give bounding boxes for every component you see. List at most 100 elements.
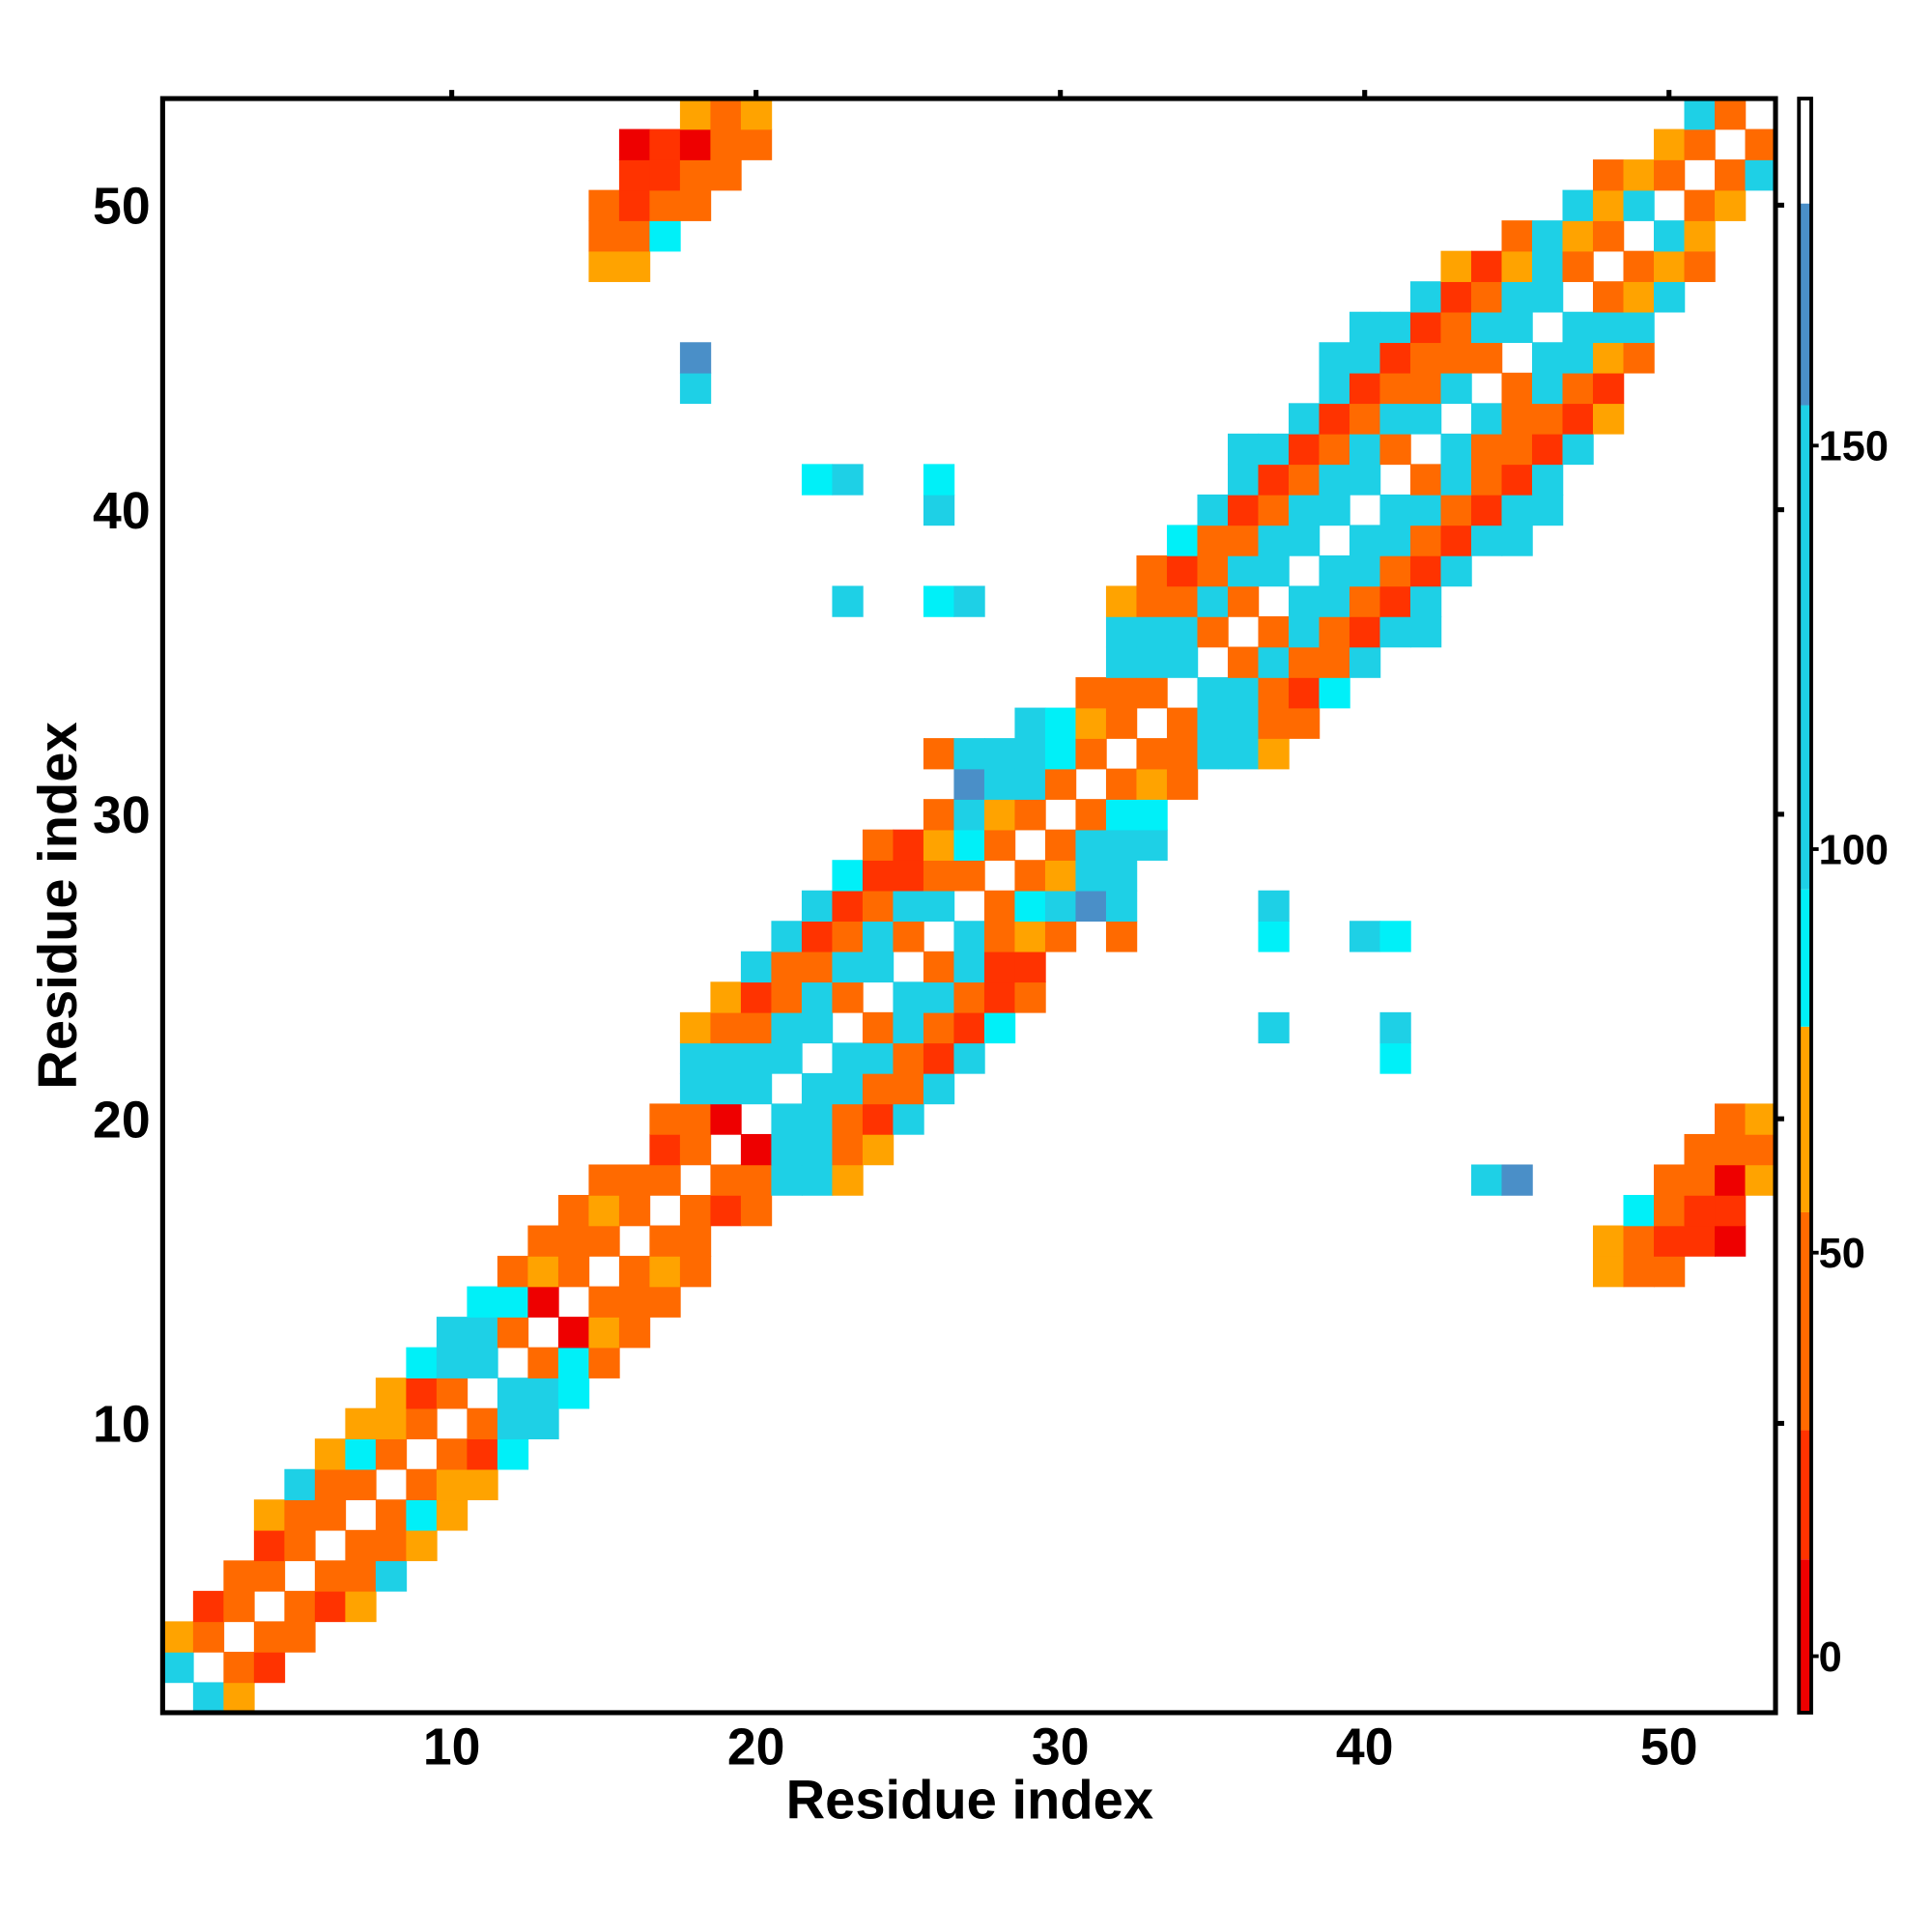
cell: [1258, 1011, 1290, 1044]
cell: [1409, 372, 1442, 405]
cell: [467, 1468, 498, 1501]
cell: [1075, 860, 1107, 892]
cell: [1288, 494, 1321, 526]
cell: [832, 585, 864, 617]
cell: [740, 951, 773, 983]
cell: [893, 1011, 924, 1044]
cell: [1227, 433, 1260, 466]
cell: [618, 128, 651, 160]
cell: [1379, 372, 1411, 405]
cell: [923, 981, 955, 1013]
cell: [649, 1103, 681, 1135]
cell: [1592, 281, 1625, 313]
colorbar-segment: [1799, 1430, 1811, 1560]
cell: [1653, 1225, 1686, 1257]
cell: [1684, 1225, 1716, 1257]
cell: [1075, 829, 1107, 861]
cell: [953, 921, 985, 952]
cell: [1653, 128, 1686, 160]
cell: [1136, 799, 1168, 831]
y-tick-label: 10: [93, 1397, 151, 1454]
cell: [1440, 464, 1472, 496]
cell: [771, 981, 803, 1013]
colorbar-tick-label: 150: [1819, 424, 1889, 470]
cell: [679, 189, 712, 221]
cell: [801, 981, 834, 1013]
cell: [1197, 554, 1229, 587]
cell: [1227, 646, 1260, 678]
cell: [1715, 99, 1747, 130]
cell: [953, 585, 985, 617]
cell: [1531, 281, 1564, 313]
cell: [1715, 1133, 1747, 1166]
cell: [1349, 403, 1381, 435]
cell: [588, 1286, 620, 1318]
cell: [1592, 1225, 1625, 1257]
cell: [862, 1103, 895, 1135]
cell: [1470, 525, 1503, 556]
cell: [557, 1225, 590, 1257]
cell: [1288, 525, 1321, 556]
cell: [1440, 311, 1472, 344]
cell: [983, 890, 1016, 923]
cell: [801, 890, 834, 923]
cell: [1501, 464, 1533, 496]
cell: [1501, 1164, 1533, 1196]
cell: [740, 1164, 773, 1196]
cell: [1745, 1103, 1776, 1135]
cell: [618, 250, 651, 282]
cell: [406, 1499, 438, 1531]
cell: [953, 1042, 985, 1074]
cell: [832, 860, 864, 892]
cell: [557, 1378, 590, 1409]
cell: [1044, 738, 1077, 770]
cell: [1745, 1164, 1776, 1196]
cell: [953, 738, 985, 770]
cell: [740, 99, 773, 130]
y-tick-label: 50: [93, 179, 151, 236]
cell: [1379, 311, 1411, 344]
cell: [801, 1164, 834, 1196]
cell: [375, 1529, 408, 1562]
cell: [588, 1195, 620, 1227]
cell: [1166, 525, 1199, 556]
cell: [588, 189, 620, 221]
cell: [1349, 311, 1381, 344]
cell: [1166, 738, 1199, 770]
cell: [1531, 342, 1564, 374]
cell: [1470, 1164, 1503, 1196]
cell: [1258, 494, 1290, 526]
cell: [557, 1195, 590, 1227]
cell: [1258, 554, 1290, 587]
cell: [1623, 311, 1655, 344]
cell: [893, 921, 924, 952]
cell: [1136, 585, 1168, 617]
cell: [1531, 494, 1564, 526]
cell: [162, 1651, 194, 1684]
cell: [1470, 250, 1503, 282]
cell: [1136, 768, 1168, 800]
cell: [1562, 220, 1594, 252]
cell: [1349, 342, 1381, 374]
cell: [618, 1286, 651, 1318]
cell: [740, 1042, 773, 1074]
cell: [1319, 494, 1350, 526]
cell: [1745, 159, 1776, 191]
cell: [1319, 677, 1350, 709]
cell: [893, 860, 924, 892]
colorbar-segment: [1799, 1211, 1811, 1431]
cell: [1440, 342, 1472, 374]
cell: [1014, 707, 1046, 739]
cell: [862, 860, 895, 892]
cell: [1227, 738, 1260, 770]
cell: [649, 1286, 681, 1318]
cell: [832, 1164, 864, 1196]
cell: [679, 159, 712, 191]
cell: [1288, 433, 1321, 466]
cell: [1379, 403, 1411, 435]
cell: [1440, 372, 1472, 405]
cell: [588, 1225, 620, 1257]
x-tick-label: 40: [1336, 1719, 1394, 1776]
cell: [467, 1407, 498, 1439]
